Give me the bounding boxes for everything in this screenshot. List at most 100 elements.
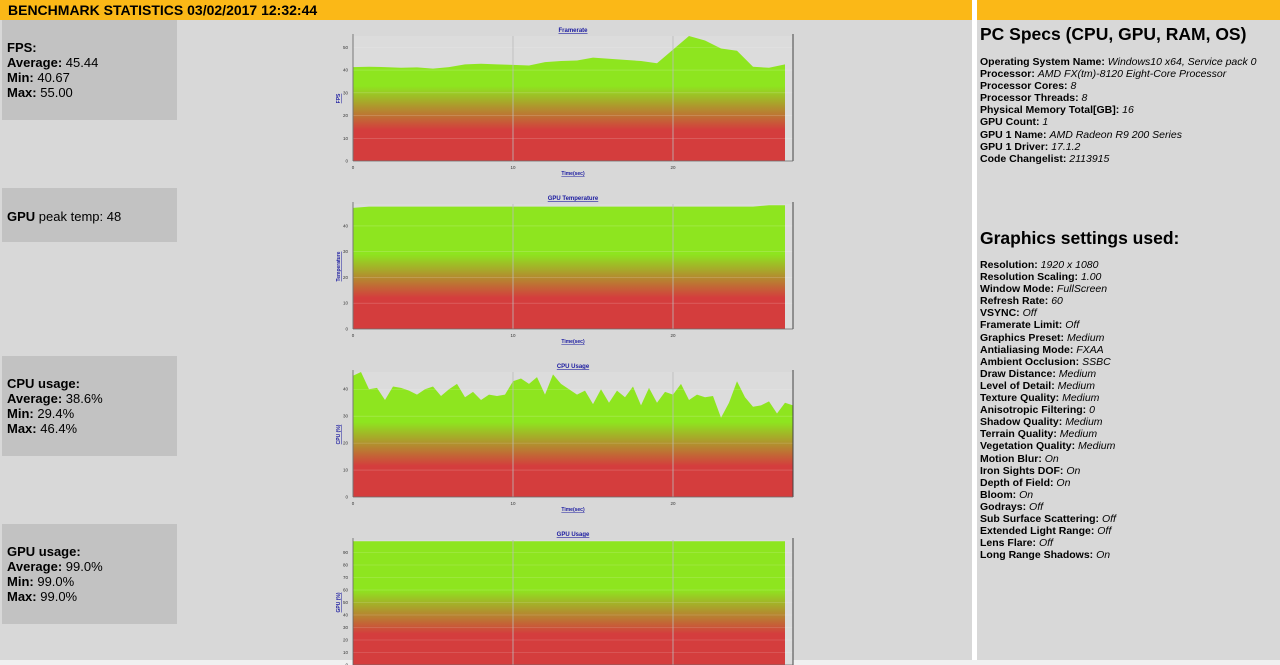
- spec-label: Physical Memory Total[GB]:: [980, 104, 1120, 117]
- chart: 0 10 20 30 40 0 10 20 GPU Temperature Time(sec) Te…: [336, 196, 794, 345]
- spec-label: GPU Count:: [980, 116, 1040, 129]
- spec-row: Iron Sights DOF: On: [980, 465, 1116, 477]
- spec-row: Processor Threads: 8: [980, 92, 1257, 104]
- stat-value: 45.44: [65, 55, 99, 70]
- y-tick-label: 10: [343, 650, 349, 655]
- x-tick-label: 0: [352, 501, 355, 506]
- spec-label: Sub Surface Scattering:: [980, 512, 1100, 525]
- spec-row: Processor: AMD FX(tm)-8120 Eight-Core Pr…: [980, 68, 1257, 80]
- y-tick-label: 40: [343, 387, 349, 392]
- y-tick-label: 20: [343, 113, 349, 118]
- y-axis-label: Temperature: [336, 251, 342, 281]
- x-axis-label: Time(sec): [561, 171, 585, 177]
- spec-label: Graphics Preset:: [980, 331, 1065, 344]
- spec-value: SSBC: [1082, 355, 1111, 368]
- stat-line: Min: 99.0%: [7, 574, 177, 589]
- y-tick-label: 0: [345, 327, 348, 332]
- stat-line: Average: 38.6%: [7, 391, 177, 406]
- spec-value: Off: [1065, 319, 1080, 332]
- stat-value: 46.4%: [40, 421, 78, 436]
- spec-label: Extended Light Range:: [980, 525, 1095, 538]
- spec-label: GPU 1 Name:: [980, 128, 1047, 141]
- spec-row: Level of Detail: Medium: [980, 380, 1116, 392]
- stat-label: Max:: [7, 85, 37, 100]
- spec-value: Off: [1097, 525, 1112, 538]
- stat-line: Average: 45.44: [7, 55, 177, 70]
- stat-line: Min: 29.4%: [7, 406, 177, 421]
- stat-line: Max: 99.0%: [7, 589, 177, 604]
- spec-label: Level of Detail:: [980, 379, 1055, 392]
- spec-label: GPU 1 Driver:: [980, 140, 1049, 153]
- y-tick-label: 20: [343, 275, 349, 280]
- stat-label: Max:: [7, 589, 37, 604]
- y-tick-label: 80: [343, 563, 349, 568]
- y-tick-label: 30: [343, 90, 349, 95]
- y-tick-label: 40: [343, 613, 349, 618]
- y-tick-label: 10: [343, 136, 349, 141]
- spec-value: AMD Radeon R9 200 Series: [1049, 128, 1182, 141]
- header-title: BENCHMARK STATISTICS 03/02/2017 12:32:44: [0, 0, 972, 20]
- spec-label: Processor:: [980, 68, 1035, 81]
- stat-title: CPU usage:: [7, 376, 80, 391]
- spec-label: Operating System Name:: [980, 56, 1105, 68]
- spec-value: On: [1096, 549, 1111, 562]
- spec-row: Resolution Scaling: 1.00: [980, 271, 1116, 283]
- spec-label: Framerate Limit:: [980, 319, 1063, 332]
- stat-box: GPU peak temp: 48: [2, 188, 177, 242]
- spec-label: VSYNC:: [980, 307, 1020, 320]
- spec-row: Ambient Occlusion: SSBC: [980, 356, 1116, 368]
- y-tick-label: 90: [343, 550, 349, 555]
- y-tick-label: 30: [343, 625, 349, 630]
- spec-label: Resolution Scaling:: [980, 271, 1079, 284]
- stat-label: Min:: [7, 406, 34, 421]
- stat-line: GPU usage:: [7, 544, 177, 559]
- spec-label: Processor Cores:: [980, 80, 1068, 93]
- spec-value: AMD FX(tm)-8120 Eight-Core Processor: [1037, 68, 1227, 81]
- spec-label: Resolution:: [980, 259, 1038, 271]
- spec-value: Off: [1038, 537, 1053, 550]
- specs-title: PC Specs (CPU, GPU, RAM, OS): [980, 24, 1247, 44]
- spec-row: Window Mode: FullScreen: [980, 283, 1116, 295]
- area: [353, 205, 785, 329]
- spec-row: GPU 1 Name: AMD Radeon R9 200 Series: [980, 129, 1257, 141]
- spec-row: Framerate Limit: Off: [980, 319, 1116, 331]
- stat-value: 99.0%: [65, 559, 103, 574]
- spec-row: Godrays: Off: [980, 501, 1116, 513]
- spec-row: Depth of Field: On: [980, 477, 1116, 489]
- spec-row: Texture Quality: Medium: [980, 392, 1116, 404]
- stat-value: 99.0%: [40, 589, 78, 604]
- spec-row: GPU Count: 1: [980, 116, 1257, 128]
- spec-value: Medium: [1057, 379, 1095, 392]
- spec-value: Medium: [1059, 428, 1098, 441]
- spec-row: Extended Light Range: Off: [980, 525, 1116, 537]
- area: [353, 541, 785, 665]
- spec-row: Refresh Rate: 60: [980, 295, 1116, 307]
- stat-value: 40.67: [37, 70, 70, 85]
- spec-value: Medium: [1058, 367, 1097, 380]
- stat-title: GPU: [7, 209, 36, 224]
- spec-label: Long Range Shadows:: [980, 549, 1094, 562]
- y-tick-label: 40: [343, 223, 349, 228]
- spec-row: Sub Surface Scattering: Off: [980, 513, 1116, 525]
- stat-label: Max:: [7, 421, 37, 436]
- stat-label: Average:: [7, 391, 63, 406]
- spec-label: Window Mode:: [980, 283, 1054, 296]
- header-bar: [977, 0, 1280, 20]
- spec-value: Medium: [1078, 440, 1116, 453]
- spec-label: Bloom:: [980, 488, 1017, 501]
- specs-list: Operating System Name: Windows10 x64, Se…: [980, 56, 1257, 165]
- y-axis-label: CPU (%): [336, 424, 342, 444]
- graphics-list: Resolution: 1920 x 1080 Resolution Scalin…: [980, 259, 1116, 561]
- spec-row: Motion Blur: On: [980, 453, 1116, 465]
- x-tick-label: 0: [352, 333, 355, 338]
- stat-line: CPU usage:: [7, 376, 177, 391]
- spec-label: Processor Threads:: [980, 92, 1079, 105]
- spec-value: On: [1019, 488, 1034, 501]
- stat-box: GPU usage: Average: 99.0% Min: 99.0% Max: 9…: [2, 524, 177, 624]
- spec-row: Antialiasing Mode: FXAA: [980, 344, 1116, 356]
- spec-row: Resolution: 1920 x 1080: [980, 259, 1116, 271]
- stat-box: FPS: Average: 45.44 Min: 40.67 Max: 55.00: [2, 20, 177, 120]
- x-tick-label: 10: [510, 333, 516, 338]
- stat-line: Min: 40.67: [7, 70, 177, 85]
